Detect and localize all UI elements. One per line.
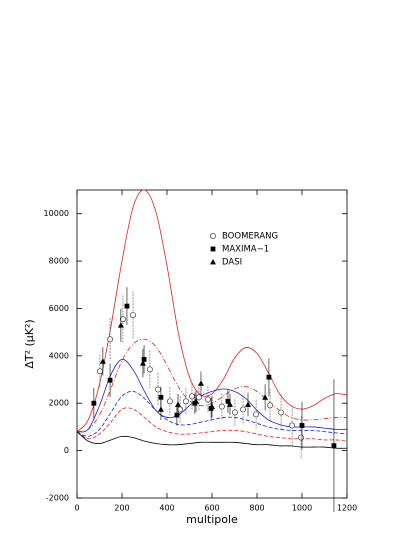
data-point (266, 374, 272, 380)
data-point (117, 322, 124, 328)
model-curve (76, 358, 348, 433)
x-axis-title: multipole (186, 513, 238, 526)
legend-marker (210, 259, 216, 265)
data-point (99, 358, 106, 364)
y-axis-title: ΔT² (μK²) (23, 319, 36, 368)
data-point (267, 402, 274, 409)
data-point (204, 396, 211, 403)
data-point (253, 411, 260, 418)
data-point (278, 409, 285, 416)
data-point (298, 434, 305, 441)
data-point (289, 422, 296, 429)
data-point (245, 401, 251, 407)
data-point (218, 403, 225, 410)
y-tick-label: 4000 (49, 351, 69, 360)
model-curve (76, 431, 348, 449)
data-point (197, 380, 204, 386)
data-point (209, 403, 215, 409)
data-point (175, 401, 182, 407)
y-tick-label: 2000 (49, 399, 69, 408)
data-point (262, 394, 269, 400)
y-tick-label: 10000 (44, 209, 69, 218)
x-tick-label: 600 (204, 504, 219, 513)
data-point (231, 409, 238, 416)
data-point (299, 423, 305, 428)
data-point (331, 443, 337, 449)
data-point (91, 400, 97, 406)
x-tick-label: 800 (249, 504, 264, 513)
data-point (119, 316, 126, 323)
x-tick-label: 1200 (337, 504, 357, 513)
y-tick-label: -2000 (46, 494, 69, 503)
data-point (193, 398, 200, 404)
y-tick-label: 0 (64, 446, 69, 455)
data-point (96, 368, 103, 375)
data-point (182, 398, 189, 405)
data-point (227, 401, 233, 407)
legend-marker (210, 246, 216, 252)
legend-text: BOOMERANG (222, 232, 278, 242)
data-point (157, 406, 164, 412)
x-tick-label: 400 (159, 504, 174, 513)
data-point (240, 406, 247, 413)
data-point (139, 360, 146, 366)
data-point (166, 398, 173, 405)
model-curve (76, 189, 348, 432)
data-point (124, 303, 130, 309)
data-point (158, 394, 164, 400)
data-point (107, 336, 114, 343)
data-point (174, 412, 180, 418)
data-point (225, 398, 231, 404)
x-tick-label: 0 (74, 504, 79, 513)
model-curve (76, 338, 348, 433)
data-point (130, 312, 137, 319)
data-point (188, 393, 195, 400)
data-point (146, 366, 153, 373)
legend-marker (209, 232, 216, 239)
legend-text: MAXIMA−1 (222, 245, 269, 255)
data-point (154, 386, 161, 393)
data-point (195, 394, 202, 401)
y-tick-label: 8000 (49, 257, 69, 266)
data-point (107, 377, 113, 383)
x-tick-label: 200 (114, 504, 129, 513)
legend-text: DASI (222, 258, 242, 268)
x-tick-label: 1000 (292, 504, 312, 513)
data-point (141, 357, 147, 362)
y-tick-label: 6000 (49, 304, 69, 313)
